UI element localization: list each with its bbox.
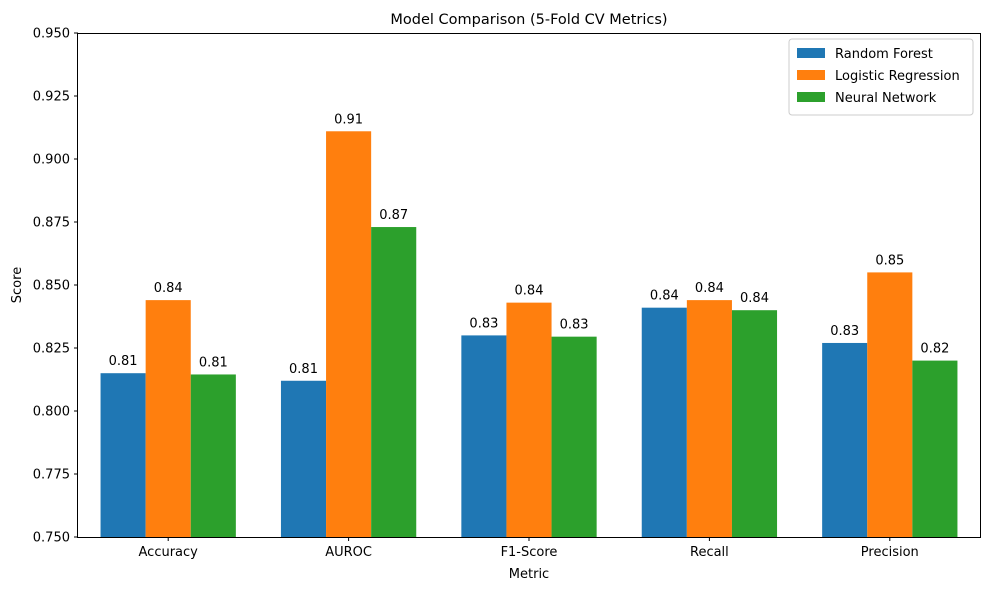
- legend-swatch: [797, 48, 825, 58]
- bar-value-label: 0.81: [109, 354, 138, 369]
- y-tick-label: 0.850: [33, 279, 70, 294]
- bar-value-label: 0.84: [740, 291, 769, 306]
- bar-value-label: 0.83: [560, 318, 589, 333]
- x-tick-label: Accuracy: [139, 545, 199, 560]
- x-tick-label: F1-Score: [501, 545, 558, 560]
- bar-value-label: 0.84: [154, 281, 183, 296]
- bar-neural-network-auroc: [371, 227, 417, 538]
- chart-title: Model Comparison (5-Fold CV Metrics): [390, 12, 667, 28]
- bar-neural-network-accuracy: [190, 374, 236, 537]
- value-labels-layer: 0.81 0.81 0.83 0.84 0.83 0.84 0.91 0.84 0.84 0.85…: [109, 112, 950, 376]
- bar-logistic-regression-precision: [867, 272, 913, 537]
- y-tick-label: 0.800: [33, 405, 70, 420]
- x-tick-label: Recall: [690, 545, 729, 560]
- bar-neural-network-f1-score: [551, 336, 597, 537]
- bar-random-forest-auroc: [280, 380, 327, 537]
- legend-swatch: [797, 92, 825, 102]
- y-axis: 0.750 0.775 0.800 0.825 0.850 0.875 0.900 0.925…: [33, 27, 78, 546]
- x-axis-label: Metric: [509, 567, 549, 582]
- bar-random-forest-recall: [641, 307, 687, 537]
- bar-logistic-regression-f1-score: [506, 302, 552, 537]
- legend-label: Random Forest: [835, 47, 933, 62]
- y-tick-label: 0.825: [33, 342, 70, 357]
- x-axis: Accuracy AUROC F1-Score Recall Precision: [139, 537, 919, 560]
- x-tick-label: Precision: [861, 545, 919, 560]
- bar-value-label: 0.84: [515, 284, 544, 299]
- bar-random-forest-precision: [822, 342, 868, 537]
- y-tick-label: 0.750: [33, 531, 70, 546]
- bar-value-label: 0.87: [379, 208, 408, 223]
- legend-label: Logistic Regression: [835, 69, 960, 84]
- bar-value-label: 0.84: [650, 289, 679, 304]
- y-tick-label: 0.925: [33, 90, 70, 105]
- bar-value-label: 0.83: [830, 324, 859, 339]
- legend: Random Forest Logistic Regression Neural N…: [788, 38, 974, 116]
- legend-box: [788, 38, 974, 116]
- y-tick-label: 0.950: [33, 27, 70, 42]
- bar-random-forest-accuracy: [100, 373, 146, 537]
- bar-logistic-regression-accuracy: [145, 300, 191, 537]
- legend-swatch: [797, 70, 825, 80]
- bar-neural-network-precision: [912, 360, 958, 537]
- bar-value-label: 0.83: [469, 316, 498, 331]
- bar-value-label: 0.85: [875, 253, 904, 268]
- bar-neural-network-recall: [731, 310, 778, 537]
- bar-value-label: 0.81: [199, 355, 228, 370]
- bar-value-label: 0.81: [289, 362, 318, 377]
- y-tick-label: 0.900: [33, 153, 70, 168]
- bar-logistic-regression-recall: [686, 300, 732, 537]
- y-axis-label: Score: [10, 267, 25, 303]
- x-tick-label: AUROC: [325, 545, 372, 560]
- bar-logistic-regression-auroc: [326, 131, 372, 537]
- bar-value-label: 0.91: [334, 112, 363, 127]
- bar-random-forest-f1-score: [461, 335, 507, 537]
- legend-label: Neural Network: [835, 91, 937, 106]
- bars-layer: [100, 131, 958, 538]
- y-tick-label: 0.775: [33, 468, 70, 483]
- bar-value-label: 0.84: [695, 281, 724, 296]
- y-tick-label: 0.875: [33, 216, 70, 231]
- bar-value-label: 0.82: [920, 342, 949, 357]
- plot-frame: [77, 33, 981, 538]
